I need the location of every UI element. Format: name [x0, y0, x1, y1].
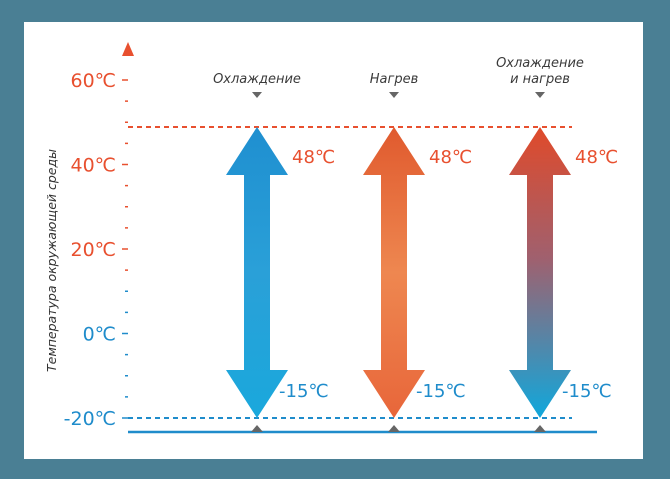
double-arrow-icon [509, 127, 571, 418]
baseline-marker-icon [251, 425, 263, 432]
mode-2: Нагрев 48℃ -15℃ [363, 72, 472, 432]
mode-pointer-icon [389, 92, 399, 98]
double-arrow-icon [363, 127, 425, 418]
min-temp-label: -15℃ [562, 381, 612, 402]
double-arrow-icon [226, 127, 288, 418]
mode-label-line2: и нагрев [510, 72, 570, 87]
mode-pointer-icon [252, 92, 262, 98]
y-axis-tick-labels: 60℃ 40℃ 20℃ 0℃ -20℃ [64, 70, 116, 430]
max-temp-label: 48℃ [429, 147, 472, 168]
y-axis-tick-label: 40℃ [70, 155, 116, 177]
mode-1: Охлаждение 48℃ -15℃ [213, 72, 335, 432]
baseline-marker-icon [534, 425, 546, 432]
max-temp-label: 48℃ [292, 147, 335, 168]
y-axis-tick-label: 20℃ [70, 239, 116, 261]
modes-group: Охлаждение48℃-15℃Нагрев48℃-15℃Охлаждение… [213, 56, 618, 432]
y-axis-minor-ticks [122, 79, 128, 419]
mode-label: Нагрев [370, 72, 418, 87]
y-axis-tick-label: 0℃ [83, 324, 116, 346]
baseline-marker-icon [388, 425, 400, 432]
y-axis-tick-label: 60℃ [70, 70, 116, 92]
mode-label-line1: Охлаждение [496, 56, 584, 71]
mode-pointer-icon [535, 92, 545, 98]
y-axis-arrow [122, 42, 134, 56]
mode-label: Охлаждение [213, 72, 301, 87]
min-temp-label: -15℃ [279, 381, 329, 402]
min-temp-label: -15℃ [416, 381, 466, 402]
y-axis-tick-label: -20℃ [64, 408, 116, 430]
max-temp-label: 48℃ [575, 147, 618, 168]
y-axis-title: Температура окружающей среды [44, 149, 59, 372]
